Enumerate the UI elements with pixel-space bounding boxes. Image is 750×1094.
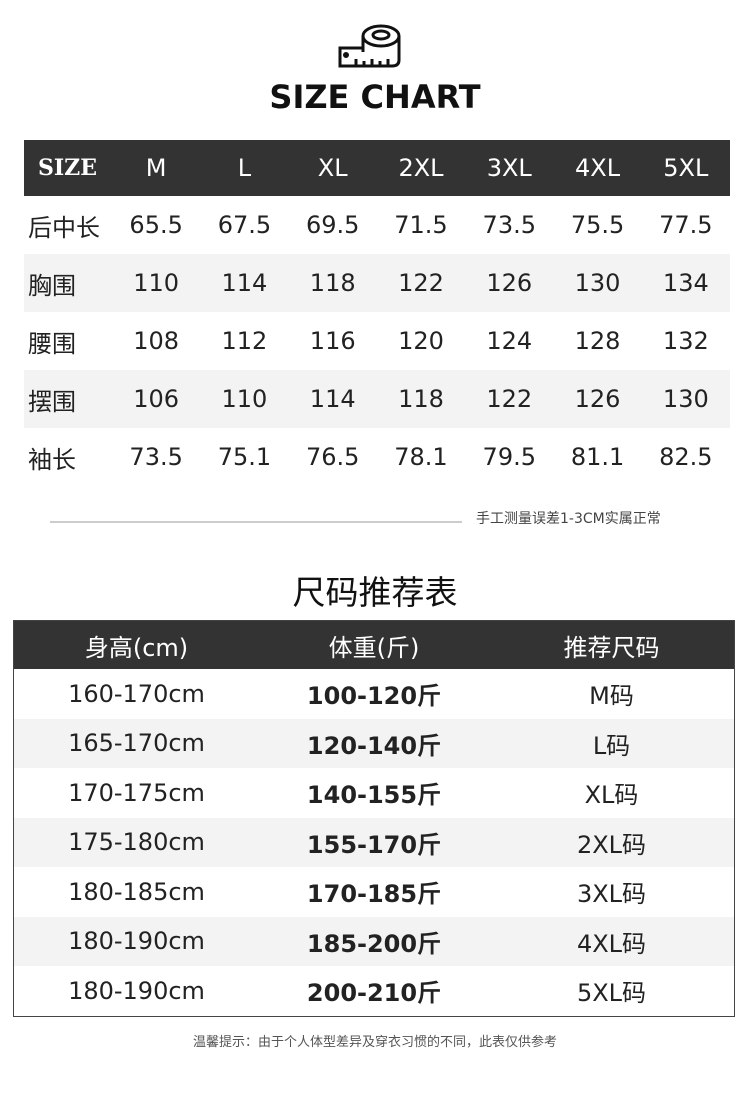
measurement-note: 手工测量误差1-3CM实属正常: [476, 511, 661, 527]
table-cell: 170-185斤: [306, 880, 442, 909]
header-cell: 体重(斤): [328, 633, 420, 662]
table-cell: 摆围: [28, 387, 76, 416]
table-row: 袖长 73.5 75.1 76.5 78.1 79.5 81.1 82.5: [24, 428, 730, 486]
table-row: 胸围 110 114 118 122 126 130 134: [24, 254, 730, 312]
table-row: 180-185cm 170-185斤 3XL码: [14, 867, 734, 917]
table-cell: 2XL码: [576, 830, 647, 859]
table-cell: 后中长: [28, 213, 100, 242]
table-cell: 75.5: [570, 211, 625, 239]
table-cell: 82.5: [659, 443, 713, 471]
table-header: 身高(cm) 体重(斤) 推荐尺码: [14, 621, 734, 669]
table-cell: 126: [574, 385, 621, 413]
table-cell: 81.1: [570, 443, 625, 471]
table-cell: 132: [662, 327, 709, 355]
table-cell: 140-155斤: [306, 781, 442, 810]
table-cell: 175-180cm: [68, 828, 205, 857]
table-cell: 165-170cm: [68, 729, 205, 758]
table-cell: 126: [486, 269, 533, 297]
recommend-table: 身高(cm) 体重(斤) 推荐尺码 160-170cm 100-120斤 M码 165-17…: [13, 620, 735, 1017]
header-cell: 4XL: [575, 154, 621, 182]
table-header: SIZE M L XL 2XL 3XL 4XL 5XL: [24, 140, 730, 196]
table-cell: 200-210斤: [306, 979, 442, 1008]
table-cell: 120: [398, 327, 444, 355]
table-cell: 4XL码: [576, 929, 647, 958]
table-cell: 73.5: [129, 443, 183, 471]
table-cell: 114: [309, 385, 356, 413]
table-cell: 114: [221, 269, 268, 297]
table-cell: 78.1: [394, 443, 448, 471]
table-row: 腰围 108 112 116 120 124 128 132: [24, 312, 730, 370]
table-cell: 3XL码: [576, 880, 647, 909]
recommend-title: 尺码推荐表: [292, 573, 458, 612]
table-row: 165-170cm 120-140斤 L码: [14, 718, 734, 768]
header-cell: 身高(cm): [84, 633, 189, 662]
table-cell: 120-140斤: [306, 731, 442, 760]
header-cell: 3XL: [486, 154, 532, 182]
table-cell: 185-200斤: [306, 929, 442, 958]
table-cell: 130: [574, 269, 621, 297]
tape-measure-icon: [338, 24, 401, 68]
table-cell: XL码: [584, 781, 639, 810]
table-cell: M码: [589, 682, 634, 711]
table-cell: 130: [662, 385, 709, 413]
table-cell: 65.5: [129, 211, 183, 239]
table-cell: 67.5: [217, 211, 272, 239]
table-cell: 180-185cm: [68, 877, 205, 906]
table-cell: 100-120斤: [306, 682, 442, 711]
header-cell: SIZE: [38, 155, 98, 181]
table-row: 180-190cm 185-200斤 4XL码: [14, 916, 734, 966]
table-cell: 170-175cm: [68, 778, 205, 807]
page-title: SIZE CHART: [269, 78, 481, 116]
table-row: 175-180cm 155-170斤 2XL码: [14, 817, 734, 867]
table-cell: 腰围: [28, 329, 76, 358]
table-row: 后中长 65.5 67.5 69.5 71.5 73.5 75.5 77.5: [24, 196, 730, 254]
table-cell: 106: [133, 385, 180, 413]
header-cell: XL: [317, 154, 348, 182]
table-cell: 77.5: [659, 211, 713, 239]
table-cell: 155-170斤: [306, 830, 442, 859]
table-row: 160-170cm 100-120斤 M码: [14, 669, 734, 719]
footer-note: 温馨提示：由于个人体型差异及穿衣习惯的不同，此表仅供参考: [192, 1035, 557, 1050]
table-cell: L码: [592, 731, 631, 760]
table-cell: 116: [309, 327, 356, 355]
table-cell: 75.1: [217, 443, 272, 471]
table-cell: 118: [309, 269, 356, 297]
header-cell: L: [237, 154, 252, 182]
table-cell: 71.5: [394, 211, 448, 239]
header-cell: 推荐尺码: [563, 633, 660, 662]
table-cell: 122: [486, 385, 533, 413]
table-cell: 160-170cm: [68, 679, 205, 708]
header-cell: 2XL: [398, 154, 444, 182]
divider: [50, 521, 462, 523]
table-row: 180-190cm 200-210斤 5XL码: [14, 966, 734, 1016]
table-cell: 112: [221, 327, 268, 355]
table-cell: 122: [398, 269, 444, 297]
table-cell: 128: [574, 327, 621, 355]
table-cell: 袖长: [28, 445, 76, 474]
table-cell: 180-190cm: [68, 927, 205, 956]
table-cell: 118: [398, 385, 444, 413]
table-cell: 124: [486, 327, 533, 355]
table-cell: 110: [221, 385, 268, 413]
table-cell: 134: [662, 269, 709, 297]
header-cell: 5XL: [663, 154, 709, 182]
table-row: 170-175cm 140-155斤 XL码: [14, 768, 734, 818]
table-cell: 69.5: [305, 211, 360, 239]
table-cell: 180-190cm: [68, 976, 205, 1005]
table-cell: 76.5: [305, 443, 360, 471]
table-row: 摆围 106 110 114 118 122 126 130: [24, 370, 730, 428]
size-table: SIZE M L XL 2XL 3XL 4XL 5XL 后中长 65.5 67.5 69.5 71.5 7…: [24, 140, 730, 486]
table-cell: 108: [133, 327, 180, 355]
table-cell: 胸围: [28, 271, 76, 300]
table-cell: 110: [133, 269, 180, 297]
table-cell: 5XL码: [576, 979, 647, 1008]
table-cell: 73.5: [482, 211, 536, 239]
header-cell: M: [145, 154, 167, 182]
table-cell: 79.5: [482, 443, 536, 471]
